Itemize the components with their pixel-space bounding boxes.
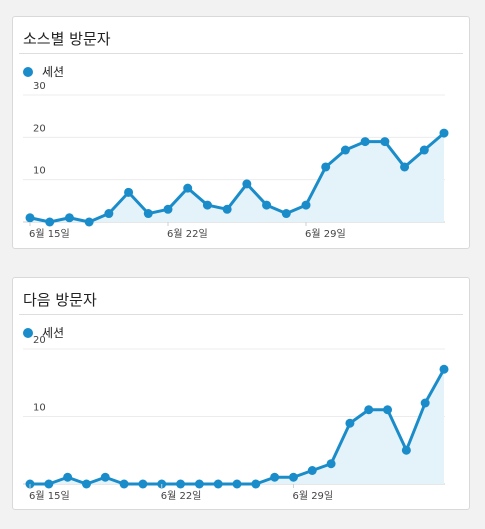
card-divider [19,314,463,315]
data-point [143,209,153,219]
y-tick-label: 10 [33,403,46,414]
data-point [288,472,298,482]
data-point [262,200,272,210]
legend[interactable]: 세션 [23,324,64,341]
x-tick-label: 6월 15일 [29,490,70,502]
data-point [360,137,370,147]
data-point [232,479,242,489]
legend-label: 세션 [42,65,65,79]
y-tick-label: 20 [33,335,46,346]
data-point [183,183,193,193]
data-point [63,472,73,482]
data-point [213,479,223,489]
data-point [270,472,280,482]
data-point [340,145,350,155]
data-point [163,204,173,214]
x-tick-label: 6월 29일 [292,490,333,502]
line-chart[interactable]: 10 20 6월 15일 6월 22일 6월 29일 [13,278,471,511]
data-point [383,405,393,415]
legend[interactable]: 세션 [23,63,64,80]
card-divider [19,53,463,54]
chart-card-source-visitors: 소스별 방문자 세션 10 20 30 6월 15일 6월 22일 6월 29일 [12,16,470,249]
legend-dot-icon [23,327,33,338]
data-point [251,479,261,489]
data-point [44,479,54,489]
data-point [64,213,74,223]
data-point [439,128,449,138]
data-point [439,364,449,374]
data-point [100,472,110,482]
card-title: 소스별 방문자 [23,30,111,48]
data-point [81,479,91,489]
chart-card-daum-visitors: 다음 방문자 세션 10 20 6월 15일 6월 22일 6월 29일 [12,277,470,510]
data-point [124,187,134,197]
x-tick-label: 6월 22일 [161,490,202,502]
data-point [281,209,291,219]
data-point [419,145,429,155]
data-point [84,217,94,227]
data-point [25,213,35,223]
series-line [29,131,445,224]
data-point [345,418,355,428]
data-point [420,398,430,408]
data-point [202,200,212,210]
data-point [242,179,252,189]
legend-label: 세션 [42,326,65,340]
data-point [45,217,55,227]
data-point [119,479,129,489]
data-point [104,209,114,219]
y-tick-label: 10 [33,166,46,177]
line-chart[interactable]: 10 20 30 6월 15일 6월 22일 6월 29일 [13,17,471,250]
data-point [401,445,411,455]
legend-dot-icon [23,66,33,77]
y-tick-label: 30 [33,81,46,92]
data-point [301,200,311,210]
data-point [400,162,410,172]
series-area [30,369,444,484]
x-tick-label: 6월 22일 [167,228,208,240]
card-title: 다음 방문자 [23,291,97,309]
x-tick-label: 6월 15일 [29,228,70,240]
data-point [307,466,317,475]
data-point [138,479,148,489]
data-point [321,162,331,172]
data-point [380,137,390,147]
data-point [194,479,204,489]
series-area [30,133,444,222]
y-tick-label: 20 [33,123,46,134]
data-point [364,405,374,415]
data-point [326,459,336,469]
data-point [176,479,186,489]
data-point [222,204,232,214]
x-tick-label: 6월 29일 [305,228,346,240]
